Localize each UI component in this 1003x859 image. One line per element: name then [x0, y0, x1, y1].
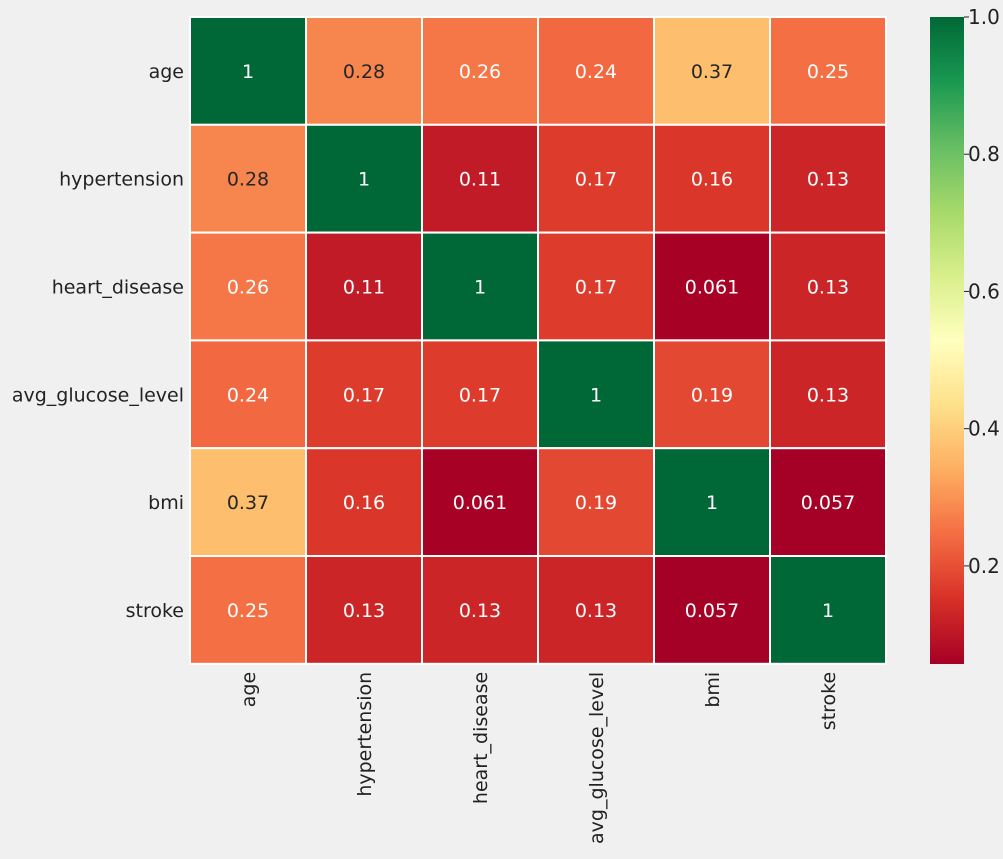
heatmap-cell	[305, 16, 423, 126]
colorbar-tick-label: 0.2	[968, 554, 1000, 578]
heatmap-cell	[305, 123, 423, 234]
column-tick-label: age	[238, 672, 260, 707]
cell-value-label: 0.25	[227, 600, 269, 622]
heatmap-cell	[769, 16, 887, 126]
heatmap-cell	[537, 555, 655, 665]
heatmap-cell	[653, 339, 771, 450]
heatmap-cell	[189, 447, 307, 558]
cell-value-label: 0.28	[227, 169, 269, 191]
cell-value-label: 1	[474, 277, 486, 299]
cell-value-label: 1	[590, 384, 602, 406]
cell-value-label: 0.19	[575, 492, 617, 514]
row-tick-label: stroke	[126, 600, 184, 622]
cell-value-label: 0.057	[685, 600, 739, 622]
cell-value-label: 0.28	[343, 61, 385, 83]
heatmap-cell	[769, 339, 887, 450]
cell-value-label: 1	[822, 600, 834, 622]
colorbar-tick-label: 0.8	[968, 142, 1000, 166]
column-tick-label: bmi	[702, 672, 724, 708]
cell-value-label: 0.26	[459, 61, 501, 83]
heatmap-cell	[769, 123, 887, 234]
row-tick-label: age	[149, 61, 184, 83]
cell-value-label: 0.37	[227, 492, 269, 514]
cell-value-label: 0.11	[343, 277, 385, 299]
cell-value-label: 0.17	[575, 277, 617, 299]
cell-value-label: 0.13	[807, 169, 849, 191]
cell-value-label: 0.24	[575, 61, 617, 83]
heatmap-cell	[189, 16, 307, 126]
colorbar-tick-label: 1.0	[968, 5, 1000, 29]
row-tick-labels: age hypertension heart_disease avg_glucose_…	[12, 61, 184, 622]
cell-value-label: 0.17	[343, 384, 385, 406]
heatmap-cell	[537, 231, 655, 342]
cell-value-label: 0.17	[459, 384, 501, 406]
cell-value-label: 0.37	[691, 61, 733, 83]
cell-value-label: 1	[242, 61, 254, 83]
heatmap-cell	[769, 447, 887, 558]
cell-value-label: 0.13	[807, 384, 849, 406]
heatmap-cell	[537, 123, 655, 234]
colorbar-tick-label: 0.6	[968, 279, 1000, 303]
column-tick-label: avg_glucose_level	[586, 672, 608, 844]
cell-value-label: 1	[706, 492, 718, 514]
cell-value-label: 0.057	[801, 492, 855, 514]
column-tick-label: heart_disease	[470, 672, 492, 804]
heatmap-cell	[305, 231, 423, 342]
cell-value-label: 0.13	[343, 600, 385, 622]
cell-value-label: 0.17	[575, 169, 617, 191]
heatmap-cell	[769, 231, 887, 342]
heatmap-cell	[189, 555, 307, 665]
cell-value-label: 0.061	[453, 492, 507, 514]
heatmap-cells: 1 0.28 0.26 0.24 0.37 0.25 0.28 1 0.11 0.17 0.16 0.…	[189, 16, 887, 665]
colorbar-tick-label: 0.4	[968, 417, 1000, 441]
heatmap-cell	[653, 555, 771, 665]
row-tick-label: bmi	[148, 492, 184, 514]
cell-value-label: 0.24	[227, 384, 269, 406]
heatmap-cell	[421, 447, 539, 558]
cell-value-label: 0.19	[691, 384, 733, 406]
heatmap-cell	[653, 231, 771, 342]
heatmap-cell	[305, 339, 423, 450]
row-tick-label: heart_disease	[52, 277, 184, 299]
cell-value-label: 0.16	[691, 169, 733, 191]
cell-value-label: 0.13	[459, 600, 501, 622]
heatmap-cell	[421, 16, 539, 126]
cell-value-label: 0.061	[685, 277, 739, 299]
row-tick-label: hypertension	[59, 169, 184, 191]
cell-value-label: 0.16	[343, 492, 385, 514]
heatmap-cell	[653, 447, 771, 558]
heatmap-cell	[537, 339, 655, 450]
cell-value-label: 0.11	[459, 169, 501, 191]
cell-value-label: 0.25	[807, 61, 849, 83]
column-tick-label: hypertension	[354, 672, 376, 797]
heatmap-cell	[189, 339, 307, 450]
cell-value-label: 0.13	[575, 600, 617, 622]
column-tick-labels: age hypertension heart_disease avg_glucose_…	[238, 672, 840, 844]
cell-value-label: 0.13	[807, 277, 849, 299]
cell-value-label: 1	[358, 169, 370, 191]
cell-value-label: 0.26	[227, 277, 269, 299]
row-tick-label: avg_glucose_level	[12, 384, 184, 406]
heatmap-cell	[769, 555, 887, 665]
colorbar: 0.2 0.4 0.6 0.8 1.0	[930, 5, 1000, 664]
column-tick-label: stroke	[818, 672, 840, 730]
heatmap-cell	[537, 447, 655, 558]
heatmap-cell	[421, 339, 539, 450]
colorbar-gradient	[930, 17, 964, 664]
